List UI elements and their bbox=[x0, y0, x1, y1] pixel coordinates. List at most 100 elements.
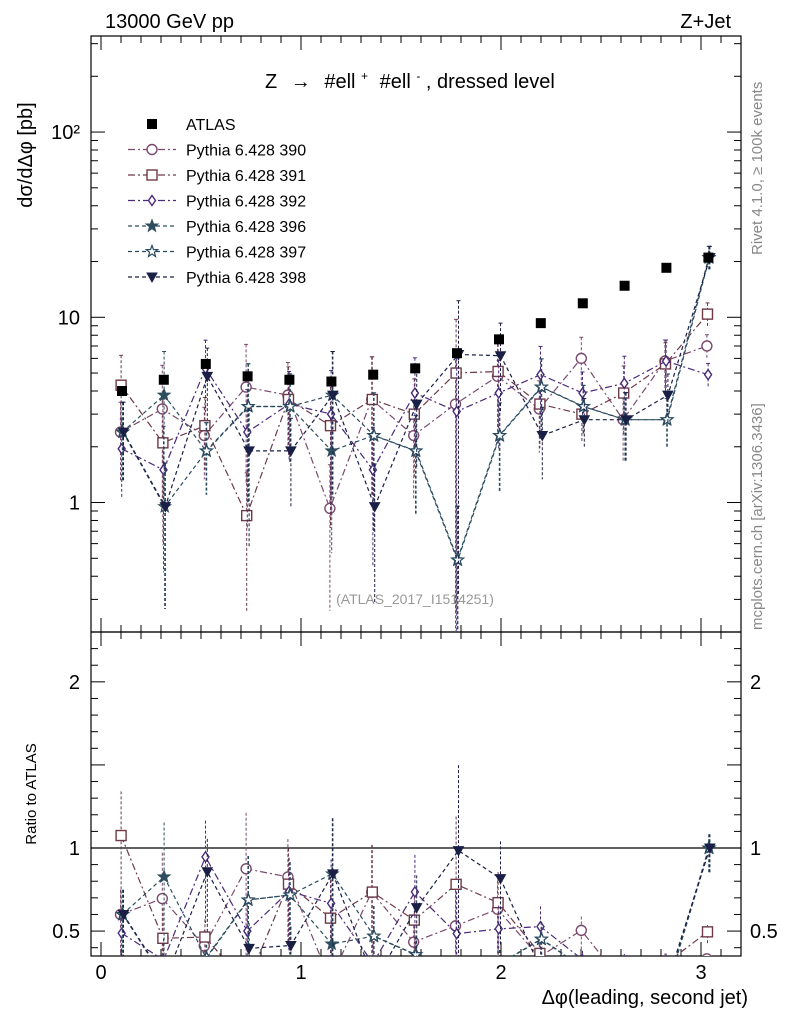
atlas-point bbox=[494, 334, 504, 345]
marker-shape bbox=[199, 950, 215, 956]
marker-shape bbox=[327, 869, 339, 880]
marker-shape bbox=[158, 374, 169, 385]
marker-shape bbox=[701, 340, 713, 352]
data-point bbox=[578, 386, 587, 400]
marker-shape bbox=[324, 443, 340, 458]
data-point bbox=[241, 398, 256, 413]
data-point bbox=[368, 502, 381, 513]
marker-shape bbox=[452, 846, 465, 857]
legend-label: Pythia 6.428 397 bbox=[186, 245, 306, 262]
marker-shape bbox=[199, 443, 215, 458]
ratio-point bbox=[327, 869, 339, 880]
marker-shape bbox=[577, 962, 588, 973]
data-point bbox=[324, 419, 337, 432]
marker-shape bbox=[578, 415, 591, 426]
ratio-point bbox=[408, 946, 424, 956]
data-point bbox=[492, 365, 504, 378]
data-point bbox=[156, 403, 169, 415]
atlas-point bbox=[326, 376, 337, 387]
marker-shape bbox=[324, 502, 336, 515]
marker-shape bbox=[157, 932, 169, 945]
title-suffix: , dressed level bbox=[426, 71, 555, 93]
ratio-point bbox=[241, 892, 256, 907]
ratio-point bbox=[619, 965, 629, 975]
data-point bbox=[492, 427, 508, 442]
legend-label: Pythia 6.428 391 bbox=[186, 168, 306, 185]
marker-shape bbox=[578, 962, 589, 973]
series-2 bbox=[115, 302, 714, 615]
ratio-point bbox=[452, 846, 465, 857]
data-point bbox=[701, 308, 714, 320]
ratio-point bbox=[704, 843, 716, 855]
data-point bbox=[703, 368, 713, 381]
data-point bbox=[366, 427, 382, 442]
ratio-point bbox=[660, 957, 670, 967]
marker-shape bbox=[661, 354, 671, 368]
ratio-tick-label-right: 2 bbox=[750, 672, 761, 694]
data-point bbox=[410, 386, 420, 400]
legend-marker bbox=[144, 243, 160, 258]
x-tick-label: 1 bbox=[295, 962, 306, 984]
ratio-point bbox=[410, 885, 420, 899]
marker-shape bbox=[369, 958, 376, 968]
atlas-data bbox=[117, 252, 714, 396]
marker-shape bbox=[144, 243, 160, 258]
ratio-point bbox=[701, 926, 714, 938]
marker-shape bbox=[282, 398, 298, 413]
rivet-label: Rivet 4.1.0, ≥ 100k events bbox=[749, 82, 766, 255]
marker-shape bbox=[660, 957, 670, 967]
marker-shape bbox=[535, 318, 546, 329]
marker-shape bbox=[326, 376, 337, 387]
marker-shape bbox=[408, 408, 420, 420]
atlas-point bbox=[452, 348, 462, 359]
ratio-point bbox=[240, 863, 252, 875]
data-point bbox=[240, 509, 253, 522]
data-point bbox=[368, 463, 378, 477]
atlas-point bbox=[410, 363, 421, 374]
marker-shape bbox=[408, 443, 424, 458]
ratio-point bbox=[494, 874, 507, 885]
marker-shape bbox=[117, 385, 127, 396]
data-point bbox=[157, 437, 169, 449]
ratio-point bbox=[285, 941, 297, 952]
ratio-point bbox=[494, 922, 504, 936]
data-point bbox=[199, 419, 211, 432]
ratio-point bbox=[160, 976, 170, 985]
marker-shape bbox=[241, 892, 256, 907]
ratio-point bbox=[242, 980, 252, 990]
marker-shape bbox=[494, 334, 504, 345]
marker-shape bbox=[576, 398, 592, 413]
data-point bbox=[408, 443, 424, 458]
data-point bbox=[578, 415, 591, 426]
main-series-group bbox=[114, 245, 717, 632]
marker-shape bbox=[199, 419, 211, 432]
marker-shape bbox=[200, 358, 211, 369]
ratio-point bbox=[156, 892, 169, 905]
data-point bbox=[366, 393, 378, 406]
legend-entry-6: Pythia 6.428 398 bbox=[128, 270, 306, 287]
atlas-point bbox=[535, 318, 546, 329]
data-point bbox=[450, 367, 462, 379]
marker-shape bbox=[619, 280, 630, 291]
ratio-point bbox=[408, 914, 420, 926]
ratio-point bbox=[366, 886, 378, 898]
title-sup-minus: - bbox=[416, 69, 420, 83]
marker-shape bbox=[285, 941, 297, 952]
ratio-series-1 bbox=[114, 812, 712, 967]
atlas-point bbox=[284, 374, 295, 385]
marker-shape bbox=[366, 427, 382, 442]
marker-shape bbox=[144, 218, 160, 233]
marker-shape bbox=[580, 953, 585, 956]
ratio-point bbox=[661, 959, 671, 969]
ratio-point bbox=[452, 995, 463, 1006]
ratio-point bbox=[243, 943, 255, 955]
data-point bbox=[410, 399, 423, 411]
ratio-point bbox=[579, 971, 589, 980]
legend-label: Pythia 6.428 392 bbox=[186, 194, 306, 211]
marker-shape bbox=[534, 398, 546, 410]
marker-shape bbox=[450, 367, 462, 379]
marker-shape bbox=[368, 463, 378, 477]
series-line bbox=[122, 257, 711, 509]
ratio-point bbox=[620, 977, 631, 988]
y-tick-label: 10 bbox=[58, 307, 80, 329]
